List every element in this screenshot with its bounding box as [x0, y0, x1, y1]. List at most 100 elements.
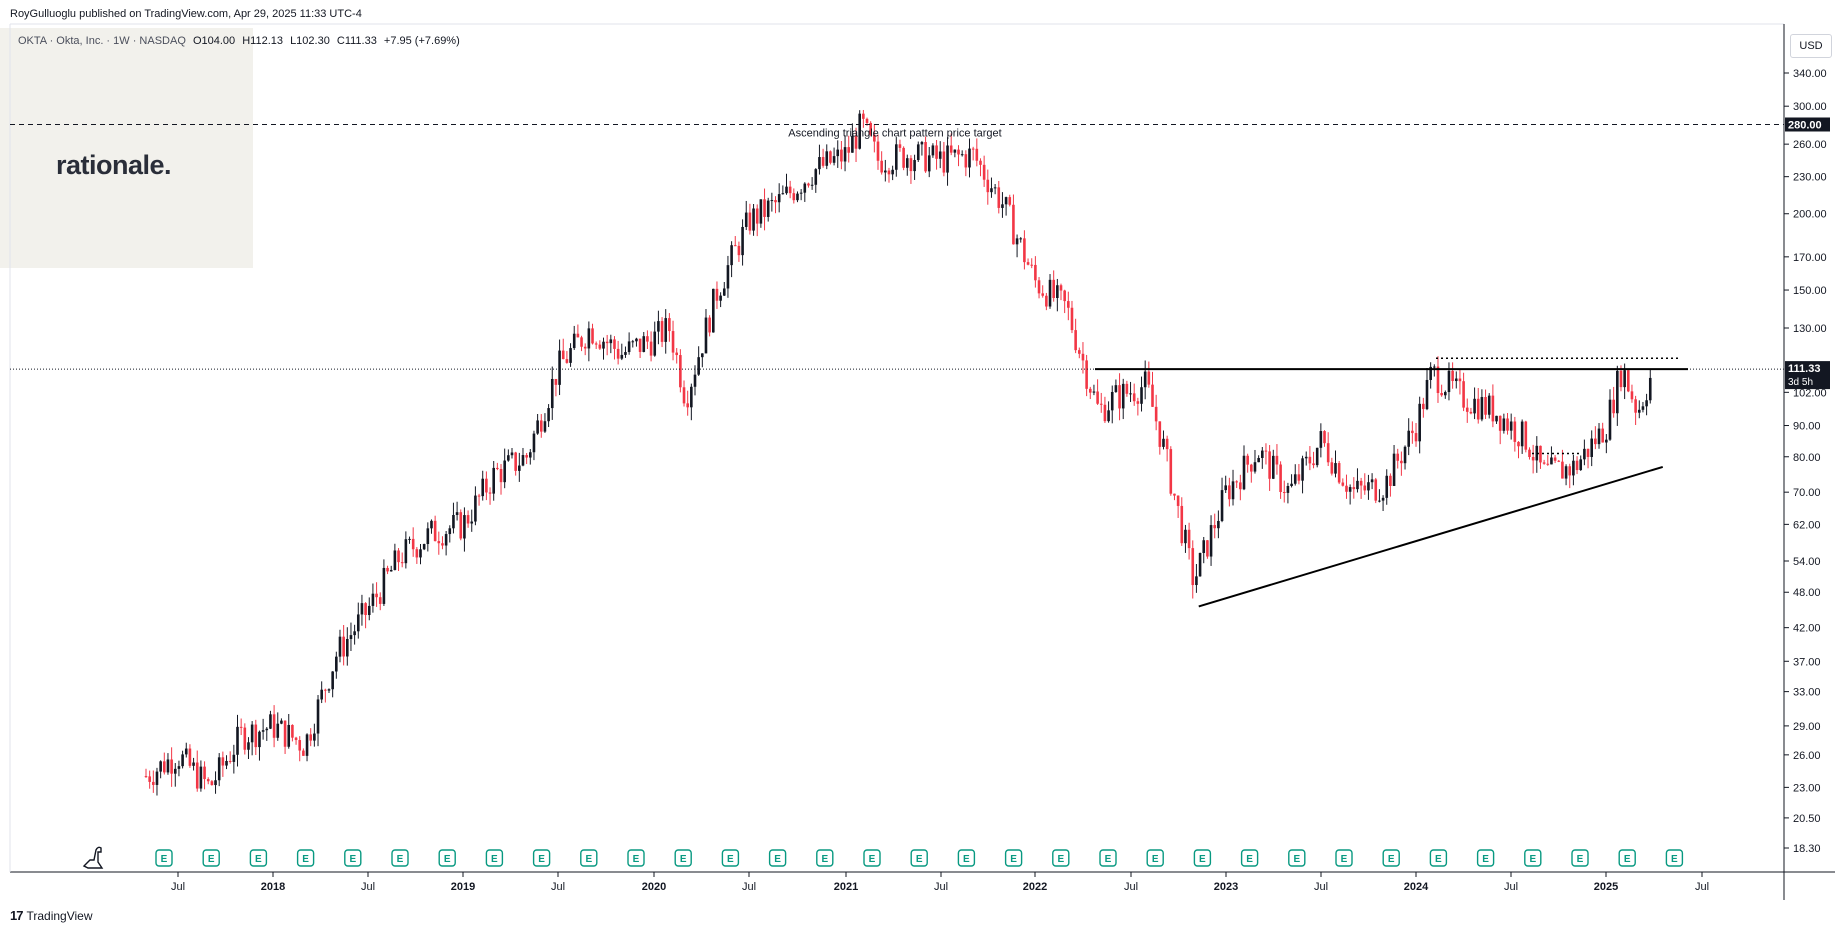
candle-body	[748, 212, 752, 231]
earnings-marker[interactable]: E	[202, 849, 220, 867]
candle-body	[452, 514, 455, 529]
tradingview-footer[interactable]: 17 TradingView	[10, 908, 93, 923]
candle-body	[712, 288, 715, 333]
candle-body	[891, 169, 894, 175]
candle-body	[832, 156, 836, 163]
candle-body	[1550, 457, 1553, 465]
earnings-marker[interactable]: E	[438, 849, 456, 867]
candle-body	[1440, 393, 1443, 396]
candle-body	[825, 151, 829, 166]
earnings-marker[interactable]: E	[1052, 849, 1070, 867]
earnings-marker[interactable]: E	[485, 849, 504, 867]
candle-body	[1246, 455, 1249, 465]
price-target-annotation[interactable]: Ascending triangle chart pattern price t…	[788, 127, 1001, 139]
earnings-marker[interactable]: E	[1665, 849, 1684, 867]
earnings-marker[interactable]: E	[155, 849, 173, 867]
earnings-icon	[344, 849, 362, 867]
earnings-marker[interactable]: E	[721, 849, 740, 867]
candle-body	[1491, 395, 1495, 422]
earnings-marker[interactable]: E	[344, 849, 362, 867]
price-tick-label: 70.00	[1793, 487, 1821, 499]
symbol-legend[interactable]: OKTA · Okta, Inc. · 1W · NASDAQ O104.00 …	[18, 35, 464, 47]
candle-body	[1425, 379, 1429, 410]
earnings-icon	[1004, 849, 1023, 867]
tradingview-logo-icon: 17	[10, 908, 24, 923]
candle-body	[371, 593, 375, 606]
earnings-marker[interactable]: E	[1004, 849, 1023, 867]
earnings-marker[interactable]: E	[768, 849, 787, 867]
candle-body	[254, 724, 258, 748]
candle-body	[148, 776, 151, 782]
legend-symbol[interactable]: OKTA · Okta, Inc. · 1W · NASDAQ	[18, 35, 186, 47]
earnings-marker[interactable]: E	[674, 849, 692, 867]
candle-body	[646, 336, 649, 342]
candle-body	[635, 338, 638, 342]
ascending-support-trendline[interactable]	[1198, 465, 1664, 608]
candle-body	[1564, 466, 1568, 479]
candle-body	[733, 245, 737, 247]
earnings-marker[interactable]: E	[249, 849, 268, 867]
earnings-marker[interactable]: E	[1618, 849, 1636, 867]
earnings-marker[interactable]: E	[627, 849, 645, 867]
earnings-marker[interactable]: E	[1524, 849, 1542, 867]
candle-body	[349, 635, 353, 639]
candle-body	[803, 183, 807, 193]
earnings-marker[interactable]: E	[296, 849, 315, 867]
earnings-marker[interactable]: E	[1335, 849, 1353, 867]
candle-body	[302, 750, 305, 756]
candle-body	[144, 776, 148, 778]
candle-body	[1074, 330, 1077, 351]
earnings-marker[interactable]: E	[1146, 849, 1164, 867]
earnings-marker[interactable]: E	[1193, 849, 1212, 867]
candle-body	[459, 512, 463, 539]
candle-body	[916, 144, 920, 161]
candle-body	[605, 341, 609, 344]
earnings-icon	[1288, 849, 1306, 867]
earnings-marker[interactable]: E	[391, 849, 409, 867]
last-price-label: 111.33	[1788, 363, 1820, 375]
earnings-marker[interactable]: E	[910, 849, 928, 867]
candle-body	[173, 768, 177, 774]
candle-body	[920, 142, 924, 145]
price-scale[interactable]: 340.00 300.00 260.00 230.00 200.00 170.00 150.…	[1784, 68, 1827, 855]
earnings-marker[interactable]: E	[1099, 849, 1117, 867]
earnings-marker[interactable]: E	[1240, 849, 1259, 867]
candle-body	[730, 245, 733, 266]
candle-body	[1231, 481, 1235, 500]
candle-body	[192, 762, 195, 766]
earnings-marker[interactable]: E	[1288, 849, 1306, 867]
candle-body	[199, 766, 203, 789]
time-tick-label: Jul	[171, 881, 185, 893]
earnings-marker[interactable]: E	[532, 849, 551, 867]
candle-body	[865, 118, 869, 123]
time-tick-label: 2023	[1214, 881, 1238, 893]
dinosaur-icon[interactable]	[82, 846, 104, 869]
earnings-marker[interactable]: E	[580, 849, 598, 867]
currency-button[interactable]: USD	[1790, 34, 1832, 58]
candle-body	[265, 728, 269, 731]
candle-body	[203, 766, 206, 780]
candle-body	[1575, 460, 1579, 471]
candle-body	[624, 352, 627, 355]
candle-body	[386, 567, 389, 572]
candle-body	[1242, 455, 1246, 490]
earnings-marker[interactable]: E	[1571, 849, 1589, 867]
earnings-marker[interactable]: E	[1382, 849, 1400, 867]
candle-body	[1648, 377, 1652, 401]
earnings-marker[interactable]: E	[1476, 849, 1495, 867]
earnings-marker[interactable]: E	[1429, 849, 1448, 867]
candle-body	[163, 761, 166, 773]
candle-body	[276, 723, 280, 738]
candle-body	[1136, 401, 1140, 404]
candle-body	[1612, 399, 1615, 414]
earnings-marker[interactable]: E	[816, 849, 834, 867]
candle-body	[1400, 460, 1403, 464]
earnings-marker[interactable]: E	[957, 849, 976, 867]
candle-body	[510, 452, 514, 456]
earnings-marker[interactable]: E	[863, 849, 881, 867]
candle-body	[492, 467, 495, 494]
candle-body	[755, 208, 759, 224]
time-scale[interactable]: Jul 2018 Jul 2019 Jul 2020 Jul 2021 Jul 2022 Jul 20…	[171, 872, 1709, 893]
